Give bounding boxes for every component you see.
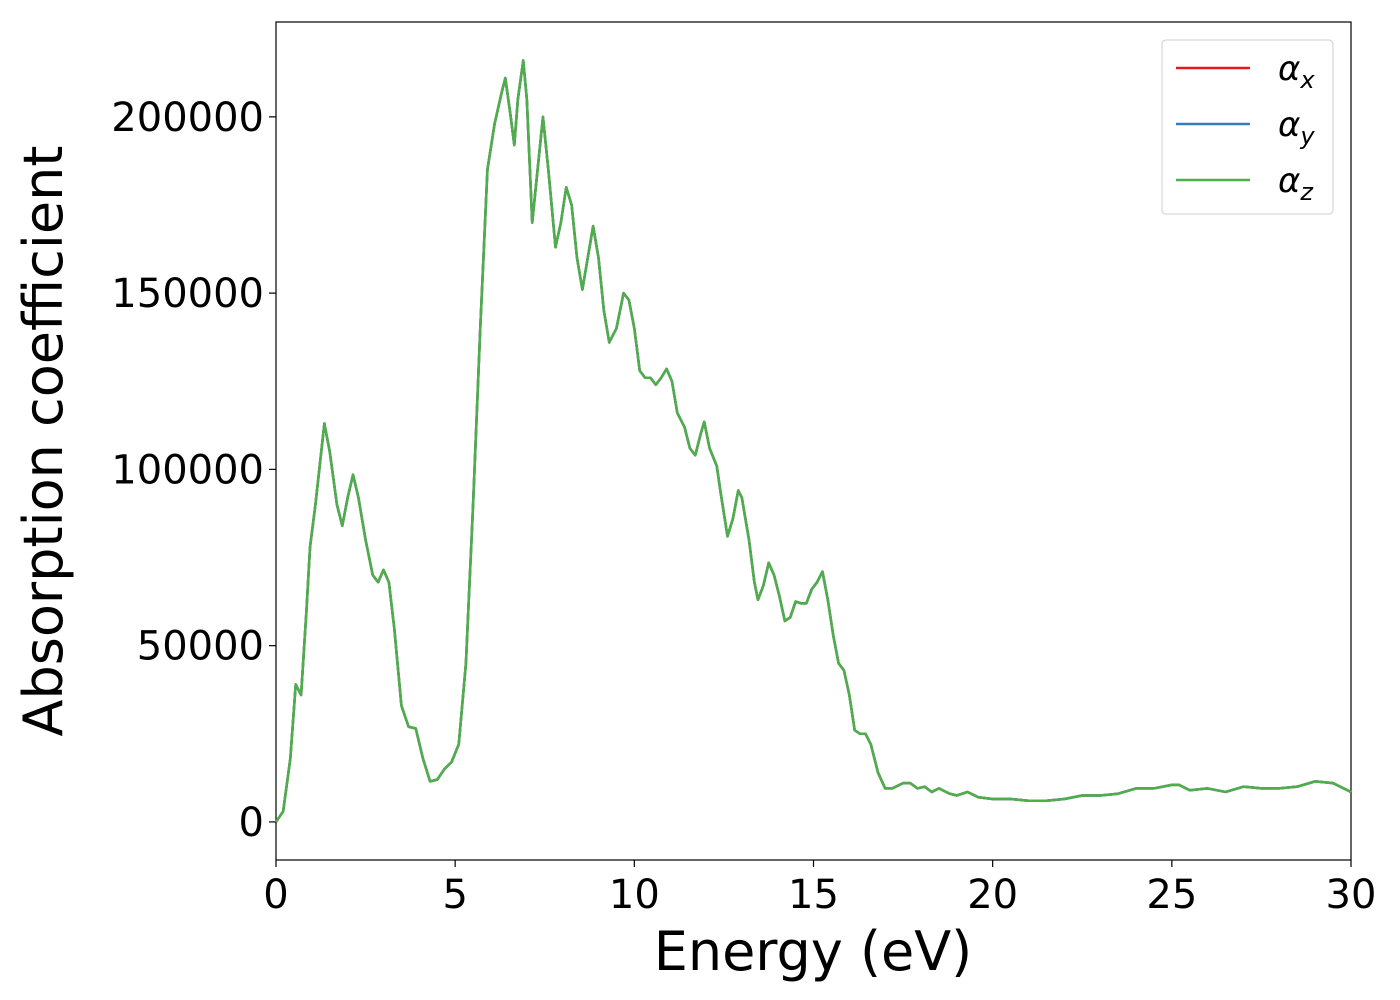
x-tick-label: 10 xyxy=(609,872,660,918)
y-tick-label: 50000 xyxy=(137,624,264,670)
x-tick-label: 15 xyxy=(788,872,839,918)
y-tick-label: 200000 xyxy=(111,95,264,141)
x-axis-label: Energy (eV) xyxy=(654,920,973,983)
x-tick-label: 20 xyxy=(967,872,1018,918)
x-tick-label: 5 xyxy=(442,872,467,918)
y-tick-label: 150000 xyxy=(111,271,264,317)
y-axis-label: Absorption coefficient xyxy=(12,146,75,737)
x-tick-label: 0 xyxy=(263,872,288,918)
y-tick-label: 100000 xyxy=(111,447,264,493)
legend-box xyxy=(1161,39,1334,215)
legend-label: αy xyxy=(1278,105,1315,150)
x-tick-label: 30 xyxy=(1326,872,1377,918)
x-tick-label: 25 xyxy=(1146,872,1197,918)
data-line xyxy=(274,59,1352,823)
legend-label: αx xyxy=(1278,49,1315,94)
y-tick-label: 0 xyxy=(239,800,264,846)
